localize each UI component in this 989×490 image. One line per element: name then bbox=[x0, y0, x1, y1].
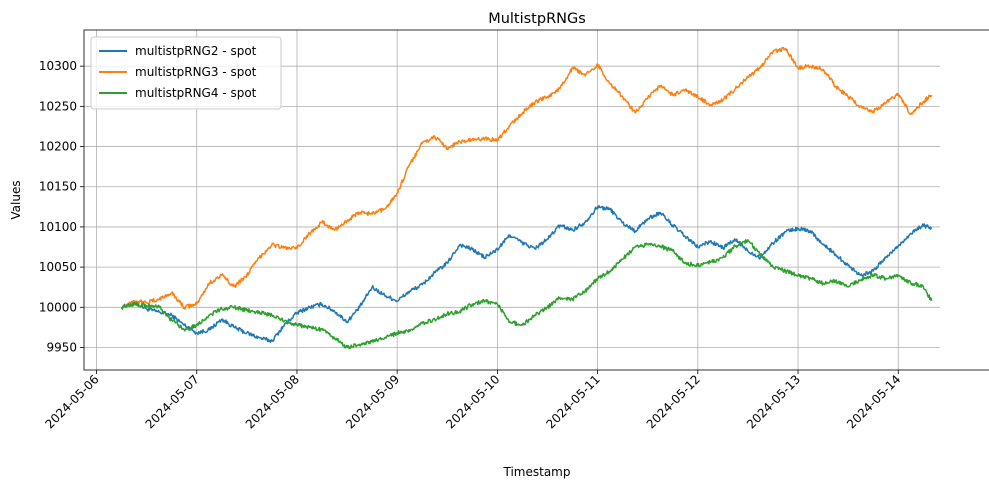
x-tick-label: 2024-05-08 bbox=[243, 372, 302, 431]
y-axis-title: Values bbox=[9, 180, 23, 219]
grid bbox=[84, 30, 940, 370]
legend-label: multistpRNG4 - spot bbox=[135, 86, 257, 100]
series-lines bbox=[120, 46, 933, 350]
x-tick-label: 2024-05-06 bbox=[42, 372, 101, 431]
y-tick-label: 10050 bbox=[39, 260, 77, 274]
x-tick-label: 2024-05-10 bbox=[443, 372, 502, 431]
chart-title: MultistpRNGs bbox=[488, 11, 586, 27]
series-line-1 bbox=[120, 204, 933, 343]
legend-label: multistpRNG2 - spot bbox=[135, 44, 257, 58]
y-tick-label: 9950 bbox=[46, 340, 77, 354]
plot-frame bbox=[83, 29, 989, 371]
x-axis-title: Timestamp bbox=[503, 465, 571, 479]
y-tick-label: 10150 bbox=[39, 180, 77, 194]
legend-label: multistpRNG3 - spot bbox=[135, 65, 257, 79]
x-tick-label: 2024-05-13 bbox=[744, 372, 803, 431]
y-tick-label: 10250 bbox=[39, 99, 77, 113]
x-tick-label: 2024-05-14 bbox=[844, 372, 903, 431]
series-line-3 bbox=[120, 239, 933, 350]
y-tick-label: 10100 bbox=[39, 220, 77, 234]
x-tick-label: 2024-05-12 bbox=[644, 372, 703, 431]
y-axis: 9950 10000 10050 10100 10150 10200 10250 10300 bbox=[39, 59, 84, 354]
y-tick-label: 10300 bbox=[39, 59, 77, 73]
y-tick-label: 10000 bbox=[39, 300, 77, 314]
x-tick-label: 2024-05-11 bbox=[544, 372, 603, 431]
series-line-2 bbox=[120, 46, 933, 310]
x-tick-label: 2024-05-07 bbox=[143, 372, 202, 431]
x-axis: 2024-05-06 2024-05-07 2024-05-08 2024-05-09… bbox=[42, 370, 903, 431]
y-tick-label: 10200 bbox=[39, 140, 77, 154]
x-tick-label: 2024-05-09 bbox=[343, 372, 402, 431]
legend: multistpRNG2 - spot multistpRNG3 - spot mu… bbox=[90, 36, 282, 110]
legend-box bbox=[90, 36, 282, 110]
